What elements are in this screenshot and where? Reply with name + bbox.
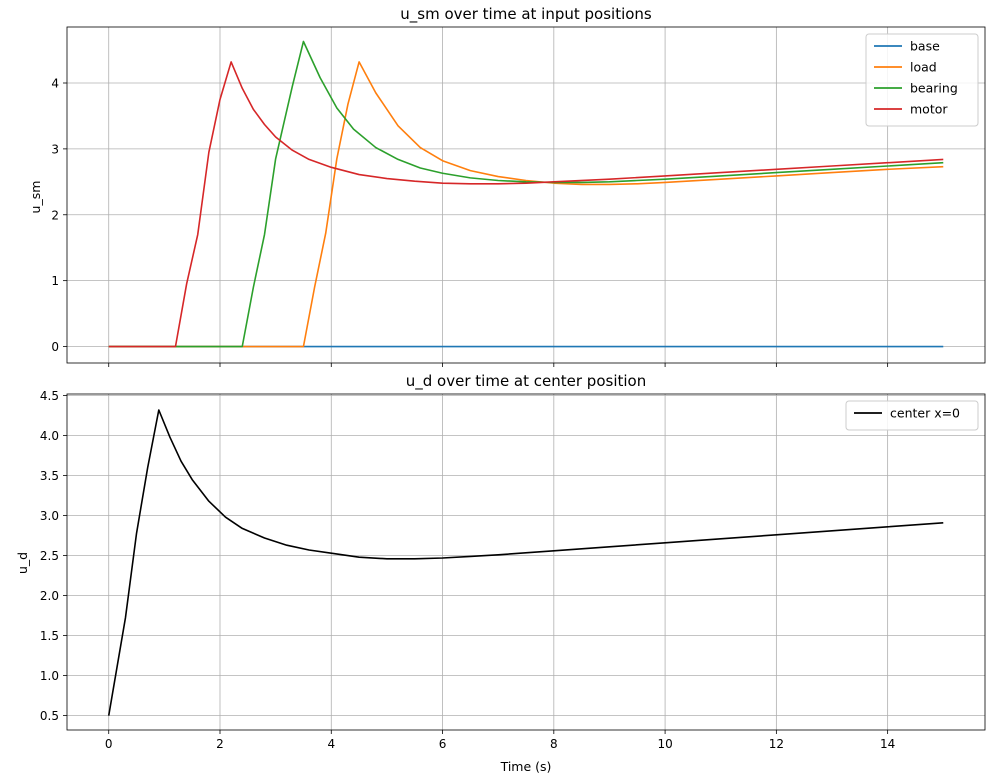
bottom-x-tick-label: 8: [550, 737, 558, 751]
bottom-x-tick-label: 10: [657, 737, 672, 751]
bottom-y-tick-label: 1.5: [40, 629, 59, 643]
bottom-chart-panel: 0 2 4 6 8 10 12 14 0.5 1.0 1.5 2.0 2.5 3.0 3.5 4.0 4.5 ce…: [40, 389, 986, 751]
top-legend-label: base: [910, 39, 940, 54]
bottom-x-tick-label: 12: [769, 737, 784, 751]
bottom-x-tick-label: 14: [880, 737, 895, 751]
bottom-legend-box: [845, 400, 979, 431]
bottom-chart-title: u_d over time at center position: [406, 372, 646, 391]
top-legend-label: motor: [910, 102, 948, 117]
bottom-legend: center x=0: [845, 400, 979, 431]
bottom-x-tick-label: 0: [105, 737, 113, 751]
top-y-tick-label: 0: [51, 340, 59, 354]
bottom-y-tick-label: 4.0: [40, 429, 59, 443]
top-y-tick-label: 1: [51, 274, 59, 288]
bottom-legend-label: center x=0: [890, 406, 960, 421]
top-legend-label: bearing: [910, 81, 958, 96]
top-series-line-load: [108, 61, 944, 348]
top-axes-frame: [66, 26, 986, 364]
bottom-y-tick-label: 3.5: [40, 469, 59, 483]
bottom-axes-frame: [66, 393, 986, 731]
top-series-line-motor: [108, 61, 944, 348]
bottom-x-tick-label: 2: [216, 737, 224, 751]
top-y-tick-label: 4: [51, 77, 59, 91]
bottom-x-tick-label: 6: [439, 737, 447, 751]
top-legend: base load bearing motor: [865, 33, 979, 127]
bottom-y-tick-label: 1.0: [40, 669, 59, 683]
bottom-y-tick-label: 0.5: [40, 709, 59, 723]
top-y-tick-label: 3: [51, 142, 59, 156]
bottom-y-tick-label: 4.5: [40, 389, 59, 403]
top-y-tick-label: 2: [51, 208, 59, 222]
top-chart-panel: 0 1 2 3 4 base load bearing motor: [51, 26, 986, 367]
top-series-line-bearing: [108, 40, 944, 348]
bottom-chart-xlabel: Time (s): [500, 759, 552, 774]
top-legend-box: [865, 33, 979, 127]
top-legend-label: load: [910, 60, 937, 75]
top-chart-title: u_sm over time at input positions: [400, 5, 652, 24]
bottom-y-tick-label: 3.0: [40, 509, 59, 523]
bottom-series-line-center-x-0: [107, 409, 944, 716]
bottom-y-tick-label: 2.0: [40, 589, 59, 603]
top-chart-ylabel: u_sm: [28, 181, 43, 214]
bottom-chart-ylabel: u_d: [15, 552, 30, 574]
bottom-x-tick-label: 4: [327, 737, 335, 751]
bottom-y-tick-label: 2.5: [40, 549, 59, 563]
